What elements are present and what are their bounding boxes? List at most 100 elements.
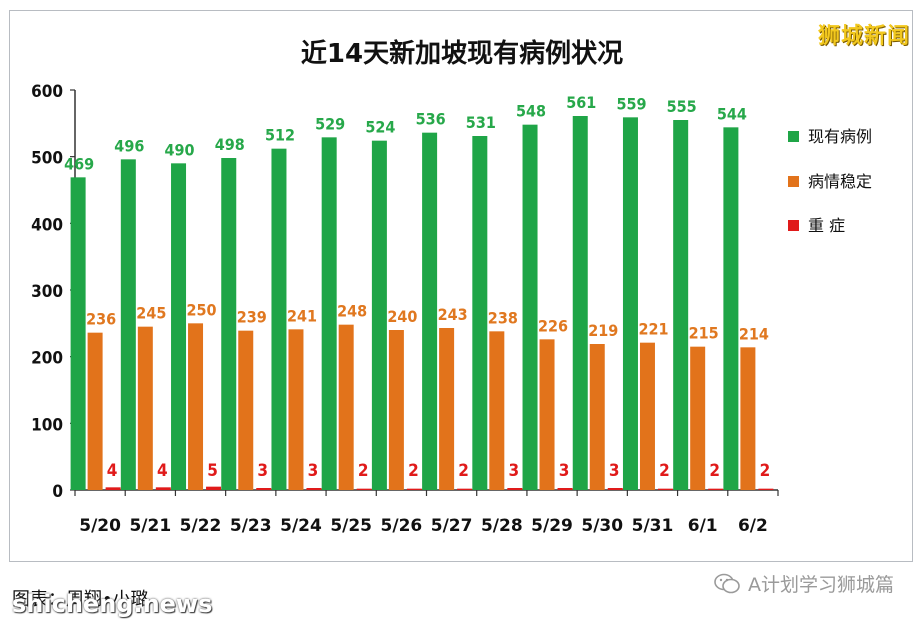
bar-red [206,486,222,490]
bar-orange [589,344,605,490]
bar-red [708,488,724,490]
bar-green [70,177,86,491]
x-tick-label: 5/22 [180,516,222,536]
data-label-orange: 250 [187,300,217,319]
data-label-green: 561 [566,93,596,112]
data-label-red: 4 [107,461,118,481]
bar-orange [740,347,756,490]
data-label-red: 2 [659,461,670,481]
bar-green [371,140,387,490]
data-label-orange: 248 [337,302,367,321]
data-label-red: 3 [609,461,620,481]
data-label-orange: 215 [689,324,719,343]
bar-red [105,487,121,490]
data-label-orange: 239 [237,308,267,327]
x-tick-label: 5/30 [581,516,623,536]
site-watermark: shicheng.news [12,590,213,618]
data-label-red: 2 [408,461,419,481]
data-label-orange: 214 [739,324,769,343]
bar-green [622,117,638,490]
bar-orange [690,346,706,490]
legend-label: 现有病例 [808,127,872,146]
bar-orange [188,323,204,490]
data-label-orange: 226 [538,316,568,335]
data-label-red: 3 [257,461,268,481]
x-tick-label: 5/29 [531,516,573,536]
data-label-green: 524 [365,118,395,137]
x-tick-label: 5/26 [381,516,423,536]
bar-green [171,163,187,491]
bar-green [221,158,237,490]
bar-green [422,132,438,490]
bar-red [607,488,623,490]
data-label-orange: 243 [438,305,468,324]
chart-credit: 图表：周翔•小璐 [12,589,149,610]
data-label-orange: 241 [287,306,317,325]
x-tick-label: 5/31 [632,516,674,536]
x-tick-label: 5/21 [129,516,171,536]
y-tick-label: 600 [31,82,63,102]
data-label-green: 529 [315,114,345,133]
bar-red [758,488,774,490]
data-label-green: 559 [616,94,646,113]
data-label-red: 2 [458,461,469,481]
bar-red [557,488,573,490]
bar-red [657,488,673,490]
data-label-orange: 240 [387,307,417,326]
legend-swatch-orange [788,176,799,187]
data-label-orange: 236 [86,310,116,329]
data-label-green: 496 [114,136,144,155]
bar-green [120,159,136,491]
data-label-orange: 221 [638,320,668,339]
bar-green [572,116,588,490]
x-tick-label: 6/2 [738,516,768,536]
bar-orange [288,329,304,490]
legend-label: 病情稳定 [808,172,872,191]
y-tick-label: 300 [31,282,63,302]
bar-green [472,136,488,490]
y-tick-label: 0 [52,482,63,502]
data-label-green: 531 [466,113,496,132]
y-tick-label: 100 [31,415,63,435]
y-tick-label: 400 [31,215,63,235]
data-label-red: 5 [207,461,218,481]
data-label-red: 3 [508,461,519,481]
x-tick-label: 5/20 [79,516,121,536]
data-label-orange: 238 [488,308,518,327]
bar-orange [238,330,254,490]
chart-frame [9,10,913,562]
data-label-green: 490 [165,140,195,159]
x-tick-label: 5/23 [230,516,272,536]
legend-swatch-green [788,131,799,142]
x-tick-label: 6/1 [688,516,718,536]
data-label-orange: 245 [136,304,166,323]
data-label-green: 536 [416,110,446,129]
legend-swatch-red [788,220,799,231]
brand-watermark: 狮城新闻 [817,24,910,49]
bar-green [271,148,287,490]
data-label-green: 544 [717,104,747,123]
wechat-account: A计划学习狮城篇 [714,570,894,597]
bar-green [673,120,689,490]
bar-red [256,488,272,490]
data-label-red: 3 [308,461,319,481]
data-label-green: 512 [265,126,295,145]
chart-title: 近14天新加坡现有病例状况 [301,38,623,69]
data-label-red: 4 [157,461,168,481]
x-tick-label: 5/25 [330,516,372,536]
data-label-red: 2 [760,461,771,481]
y-tick-label: 200 [31,349,63,369]
x-tick-label: 5/28 [481,516,523,536]
bar-red [457,488,473,490]
bar-orange [137,326,153,490]
bar-red [306,488,322,490]
data-label-green: 498 [215,135,245,154]
bar-orange [439,328,455,490]
legend-label: 重 症 [808,216,845,235]
bar-green [321,137,337,491]
bar-red [155,487,171,490]
x-tick-label: 5/27 [431,516,473,536]
x-tick-label: 5/24 [280,516,322,536]
bar-green [522,124,538,491]
